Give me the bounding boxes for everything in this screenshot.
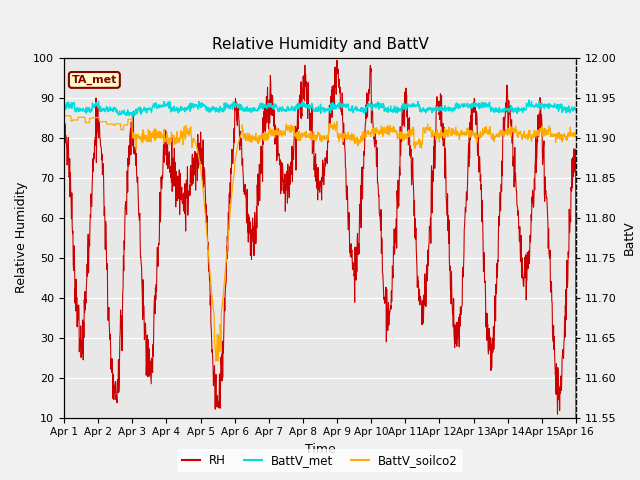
Title: Relative Humidity and BattV: Relative Humidity and BattV [212, 37, 428, 52]
X-axis label: Time: Time [305, 443, 335, 456]
Text: TA_met: TA_met [72, 75, 117, 85]
Legend: RH, BattV_met, BattV_soilco2: RH, BattV_met, BattV_soilco2 [177, 449, 463, 472]
Y-axis label: Relative Humidity: Relative Humidity [15, 182, 28, 293]
Y-axis label: BattV: BattV [622, 220, 636, 255]
